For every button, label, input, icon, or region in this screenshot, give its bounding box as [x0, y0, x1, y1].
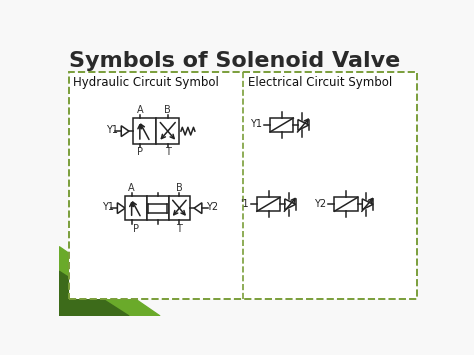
Text: '1: '1 [240, 198, 249, 208]
Bar [334, 197, 357, 211]
Text: Electrical Circuit Symbol: Electrical Circuit Symbol [248, 76, 392, 89]
Text: Symbols of Solenoid Valve: Symbols of Solenoid Valve [69, 51, 400, 71]
Text: B: B [164, 105, 171, 115]
Text: A: A [128, 183, 135, 193]
Bar [270, 118, 293, 132]
Text: T: T [176, 224, 182, 234]
Text: Y2: Y2 [315, 198, 327, 208]
Text: Hydraulic Circuit Symbol: Hydraulic Circuit Symbol [73, 76, 219, 89]
Polygon shape [362, 199, 373, 210]
Text: T: T [165, 147, 171, 157]
Text: B: B [176, 183, 183, 193]
Text: P: P [137, 147, 143, 157]
Polygon shape [298, 120, 309, 130]
Polygon shape [285, 199, 296, 210]
Text: Y1: Y1 [106, 125, 118, 135]
Bar [147, 196, 169, 220]
Bar [133, 118, 156, 144]
Polygon shape [59, 271, 129, 316]
Text: Y1: Y1 [102, 202, 114, 212]
Bar [69, 72, 417, 299]
Text: A: A [137, 105, 143, 115]
Polygon shape [194, 203, 202, 214]
Polygon shape [121, 126, 129, 137]
Bar [156, 118, 179, 144]
Text: P: P [133, 224, 139, 234]
Text: Y1: Y1 [250, 119, 262, 129]
Polygon shape [118, 203, 125, 214]
Polygon shape [59, 247, 160, 316]
Bar [125, 196, 147, 220]
Bar [169, 196, 190, 220]
Bar [257, 197, 280, 211]
Text: Y2: Y2 [206, 202, 218, 212]
